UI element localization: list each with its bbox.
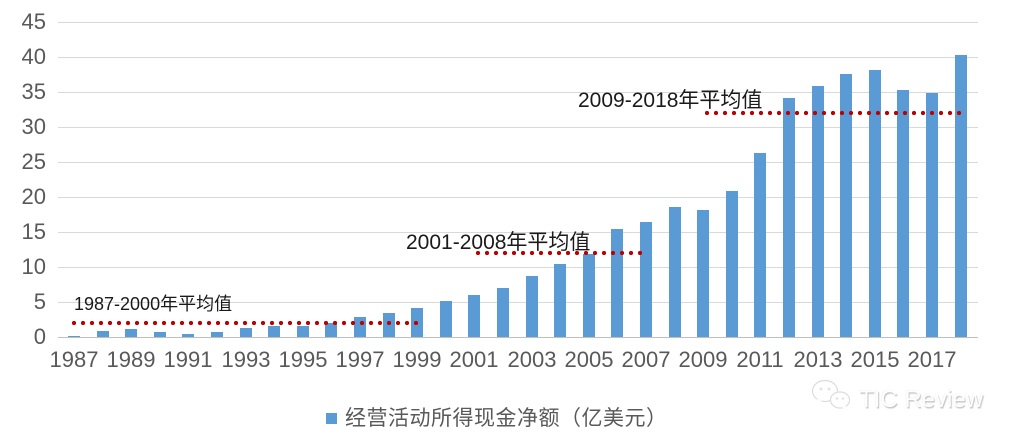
legend: 经营活动所得现金净额（亿美元） [326,402,668,432]
x-tick-2003: 2003 [507,347,557,372]
bar-1992 [211,332,223,337]
gridline-5 [58,302,978,303]
avg-dotted-line-3 [703,110,962,116]
x-tick-1995: 1995 [278,347,328,372]
bar-1995 [297,326,309,337]
x-tick-1997: 1997 [335,347,385,372]
avg-line-label-2001-2008: 2001-2008年平均值 [406,231,591,254]
y-tick-45: 45 [21,9,46,34]
x-tick-1999: 1999 [392,347,442,372]
bar-1994 [268,326,280,337]
x-tick-1991: 1991 [163,347,213,372]
bar-2002 [497,288,509,337]
bar-1991 [182,334,194,337]
gridline-20 [58,197,978,198]
bar-2016 [897,90,909,337]
y-tick-20: 20 [21,184,46,209]
bar-2011 [754,153,766,337]
bar-1988 [97,331,109,337]
bar-2004 [554,264,566,337]
x-tick-1993: 1993 [221,347,271,372]
gridline-45 [58,22,978,23]
y-tick-40: 40 [21,44,46,69]
bar-2008 [669,207,681,337]
bar-2015 [869,70,881,337]
legend-marker-icon [326,412,337,424]
x-tick-2013: 2013 [793,347,843,372]
gridline-25 [58,162,978,163]
bar-2005 [583,254,595,337]
bar-1990 [154,332,166,337]
y-tick-0: 0 [33,324,46,349]
bar-2001 [468,295,480,337]
x-tick-2001: 2001 [449,347,499,372]
gridline-35 [58,92,978,93]
bar-2010 [726,191,738,337]
avg-dotted-line-2 [474,250,647,256]
x-tick-1987: 1987 [49,347,99,372]
gridline-10 [58,267,978,268]
avg-line-label-2009-2018: 2009-2018年平均值 [578,89,763,112]
bar-1996 [325,323,337,337]
avg-line-label-1987-2000: 1987-2000年平均值 [74,294,233,314]
wechat-logo-icon [810,379,854,420]
bar-2009 [697,210,709,337]
gridline-30 [58,127,978,128]
gridline-40 [58,57,978,58]
bar-2013 [812,86,824,337]
bar-1989 [125,329,137,337]
bar-2014 [840,74,852,337]
bar-2000 [440,301,452,337]
x-tick-2017: 2017 [907,347,957,372]
x-tick-1989: 1989 [106,347,156,372]
bar-2006 [611,229,623,337]
y-tick-15: 15 [21,219,46,244]
y-tick-5: 5 [33,289,46,314]
watermark-text: TIC Review [859,385,984,413]
bar-1993 [240,328,252,337]
y-tick-35: 35 [21,79,46,104]
bar-1987 [68,336,80,337]
x-axis-line [58,337,978,338]
watermark: TIC Review [810,379,983,420]
bar-2018 [955,55,967,337]
x-tick-2015: 2015 [850,347,900,372]
x-tick-2011: 2011 [736,347,784,372]
x-tick-2009: 2009 [678,347,728,372]
x-tick-2005: 2005 [564,347,614,372]
bar-2003 [526,276,538,337]
bar-2017 [926,93,938,337]
gridline-15 [58,232,978,233]
legend-label: 经营活动所得现金净额（亿美元） [345,407,668,430]
y-tick-25: 25 [21,149,46,174]
bar-2012 [783,98,795,337]
y-tick-30: 30 [21,114,46,139]
y-tick-10: 10 [21,254,46,279]
avg-dotted-line-1 [70,320,420,326]
x-tick-2007: 2007 [621,347,671,372]
bar-2007 [640,222,652,337]
